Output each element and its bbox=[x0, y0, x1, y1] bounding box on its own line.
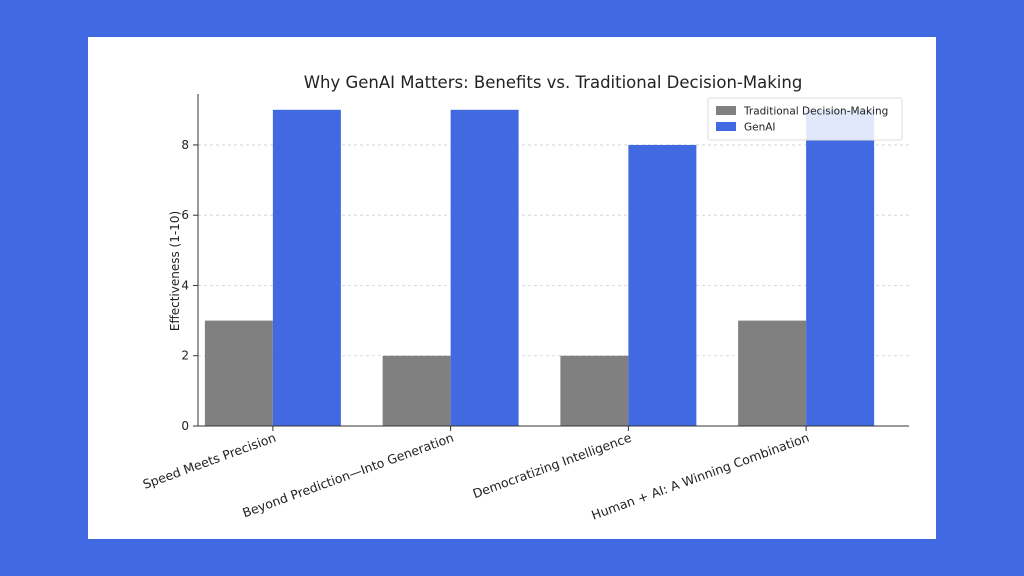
bar-genai bbox=[272, 109, 341, 427]
bar-genai bbox=[806, 109, 875, 427]
bar-genai bbox=[628, 144, 697, 426]
axes bbox=[197, 94, 909, 427]
legend-swatch bbox=[716, 106, 736, 115]
y-tick-label: 2 bbox=[181, 349, 189, 363]
legend-box bbox=[707, 97, 903, 141]
legend: Traditional Decision-Making GenAI bbox=[707, 97, 903, 141]
bar-traditional bbox=[738, 320, 807, 426]
chart-card: Why GenAI Matters: Benefits vs. Traditio… bbox=[88, 37, 936, 539]
bar-traditional bbox=[204, 320, 273, 426]
y-tick-label: 4 bbox=[181, 278, 189, 292]
legend-label: Traditional Decision-Making bbox=[743, 106, 888, 118]
chart-title: Why GenAI Matters: Benefits vs. Traditio… bbox=[304, 73, 803, 92]
bars bbox=[204, 109, 875, 427]
legend-swatch bbox=[716, 122, 736, 131]
y-tick-label: 0 bbox=[181, 419, 189, 433]
bar-chart: Why GenAI Matters: Benefits vs. Traditio… bbox=[141, 73, 909, 523]
x-tick-label: Speed Meets Precision bbox=[141, 430, 278, 492]
y-tick-label: 8 bbox=[181, 138, 189, 152]
bar-traditional bbox=[382, 355, 451, 426]
gridlines bbox=[198, 144, 909, 357]
y-axis-label: Effectiveness (1-10) bbox=[168, 211, 182, 331]
y-tick-label: 6 bbox=[181, 208, 189, 222]
bar-traditional bbox=[560, 355, 629, 426]
legend-label: GenAI bbox=[744, 122, 776, 134]
x-tick-label: Democratizing Intelligence bbox=[471, 430, 634, 502]
bar-genai bbox=[450, 109, 519, 427]
